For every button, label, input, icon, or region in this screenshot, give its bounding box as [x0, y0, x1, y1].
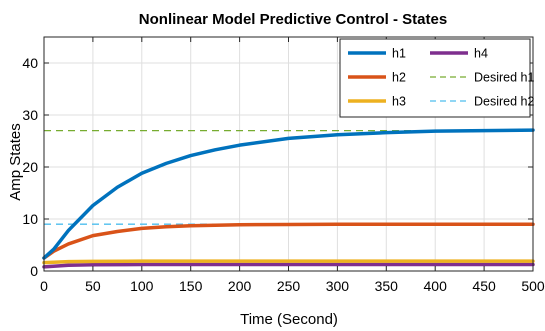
x-tick-label: 300	[326, 278, 350, 294]
legend-item-desired-h1: Desired h1	[430, 71, 534, 85]
x-tick-label: 150	[179, 278, 203, 294]
x-axis-label: Time (Second)	[240, 311, 338, 328]
series-line-h1	[42, 128, 535, 260]
y-tick-label: 0	[30, 263, 38, 279]
x-tick-label: 400	[424, 278, 448, 294]
series-line-h2	[42, 222, 535, 260]
legend-item-h1: h1	[348, 47, 406, 61]
ticks: 0 50 100 150 200 250 300 350 400 450 500 0 10 20 30 40	[22, 37, 545, 294]
series-layer	[42, 128, 535, 269]
legend-item-h3: h3	[348, 95, 406, 109]
y-tick-label: 20	[22, 159, 38, 175]
series-line-h4	[42, 262, 535, 269]
x-tick-label: 50	[85, 278, 101, 294]
y-tick-label: 40	[22, 55, 38, 71]
x-tick-label: 500	[521, 278, 545, 294]
y-tick-label: 10	[22, 211, 38, 227]
legend-label-h1: h1	[392, 47, 406, 61]
x-tick-label: 450	[472, 278, 496, 294]
series-line-h3	[42, 259, 535, 265]
x-tick-label: 100	[130, 278, 154, 294]
x-tick-label: 200	[228, 278, 252, 294]
legend: h1 h4 h2 Desired h1 h3 Desired h2	[339, 38, 534, 118]
legend-label-h4: h4	[474, 47, 488, 61]
chart-title: Nonlinear Model Predictive Control - Sta…	[139, 11, 447, 28]
y-tick-label: 30	[22, 107, 38, 123]
legend-item-h4: h4	[430, 47, 488, 61]
x-tick-label: 350	[375, 278, 399, 294]
legend-label-h2: h2	[392, 71, 406, 85]
x-tick-label: 250	[277, 278, 301, 294]
legend-label-desired-h1: Desired h1	[474, 71, 534, 85]
legend-label-desired-h2: Desired h2	[474, 95, 534, 109]
legend-item-desired-h2: Desired h2	[430, 95, 534, 109]
x-tick-label: 0	[40, 278, 48, 294]
legend-item-h2: h2	[348, 71, 406, 85]
y-axis-label: Amp States	[7, 123, 24, 201]
legend-label-h3: h3	[392, 95, 406, 109]
